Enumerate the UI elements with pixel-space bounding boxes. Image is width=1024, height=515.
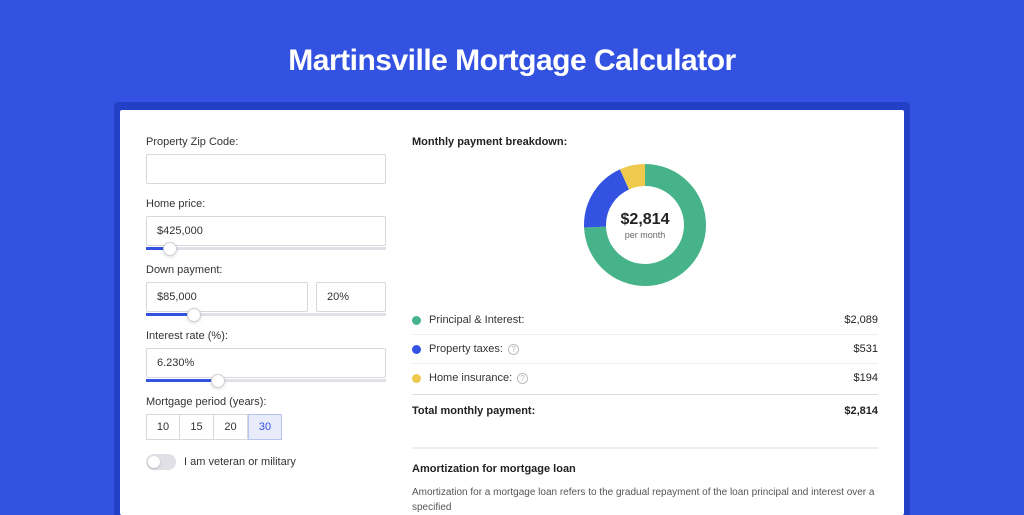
interest-slider-fill: [146, 379, 218, 382]
zip-label: Property Zip Code:: [146, 136, 386, 148]
legend-value: $531: [854, 343, 878, 355]
legend-label: Home insurance:: [429, 372, 512, 384]
inputs-column: Property Zip Code: Home price: Down paym…: [146, 136, 386, 515]
legend-dot: [412, 316, 421, 325]
amortization-text: Amortization for a mortgage loan refers …: [412, 485, 878, 515]
down-payment-slider[interactable]: [146, 313, 386, 316]
period-field: Mortgage period (years): 10152030: [146, 396, 386, 440]
zip-field: Property Zip Code:: [146, 136, 386, 184]
total-value: $2,814: [844, 405, 878, 417]
legend-value: $2,089: [844, 314, 878, 326]
interest-input[interactable]: [146, 348, 386, 378]
veteran-toggle[interactable]: [146, 454, 176, 470]
total-label: Total monthly payment:: [412, 405, 535, 417]
home-price-input[interactable]: [146, 216, 386, 246]
home-price-slider-thumb[interactable]: [163, 242, 177, 256]
legend-dot: [412, 374, 421, 383]
info-icon[interactable]: ?: [517, 373, 528, 384]
legend-label: Property taxes:: [429, 343, 503, 355]
down-payment-label: Down payment:: [146, 264, 386, 276]
interest-field: Interest rate (%):: [146, 330, 386, 382]
veteran-row: I am veteran or military: [146, 454, 386, 470]
down-payment-pct-input[interactable]: [316, 282, 386, 312]
period-btn-15[interactable]: 15: [180, 414, 214, 440]
legend-row-0: Principal & Interest: $2,089: [412, 306, 878, 335]
period-btn-10[interactable]: 10: [146, 414, 180, 440]
home-price-slider[interactable]: [146, 247, 386, 250]
donut-amount: $2,814: [621, 211, 670, 229]
down-payment-input[interactable]: [146, 282, 308, 312]
interest-label: Interest rate (%):: [146, 330, 386, 342]
home-price-field: Home price:: [146, 198, 386, 250]
total-row: Total monthly payment: $2,814: [412, 394, 878, 425]
info-icon[interactable]: ?: [508, 344, 519, 355]
period-button-row: 10152030: [146, 414, 386, 440]
card-wrap: Property Zip Code: Home price: Down paym…: [114, 102, 910, 515]
legend-row-1: Property taxes:? $531: [412, 335, 878, 364]
amortization-title: Amortization for mortgage loan: [412, 463, 878, 475]
down-payment-slider-thumb[interactable]: [187, 308, 201, 322]
home-price-label: Home price:: [146, 198, 386, 210]
donut-wrap: $2,814 per month: [412, 162, 878, 288]
down-payment-field: Down payment:: [146, 264, 386, 316]
interest-slider-thumb[interactable]: [211, 374, 225, 388]
legend-label: Principal & Interest:: [429, 314, 524, 326]
donut-center: $2,814 per month: [582, 162, 708, 288]
breakdown-title: Monthly payment breakdown:: [412, 136, 878, 148]
zip-input[interactable]: [146, 154, 386, 184]
donut-sub: per month: [625, 230, 666, 240]
period-btn-20[interactable]: 20: [214, 414, 248, 440]
amortization-section: Amortization for mortgage loan Amortizat…: [412, 447, 878, 515]
calculator-card: Property Zip Code: Home price: Down paym…: [120, 110, 904, 515]
legend-dot: [412, 345, 421, 354]
legend-row-2: Home insurance:? $194: [412, 364, 878, 392]
page-title: Martinsville Mortgage Calculator: [0, 0, 1024, 102]
donut-chart: $2,814 per month: [582, 162, 708, 288]
period-btn-30[interactable]: 30: [248, 414, 282, 440]
legend-value: $194: [854, 372, 878, 384]
breakdown-column: Monthly payment breakdown: $2,814 per mo…: [412, 136, 878, 515]
period-label: Mortgage period (years):: [146, 396, 386, 408]
interest-slider[interactable]: [146, 379, 386, 382]
veteran-label: I am veteran or military: [184, 456, 296, 468]
